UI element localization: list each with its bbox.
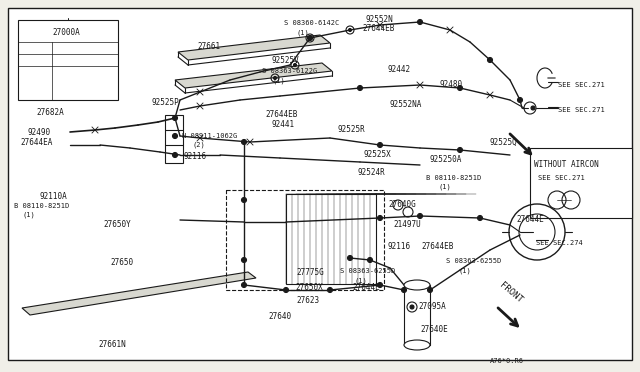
Text: 27661: 27661 [197, 42, 220, 51]
Text: (1): (1) [22, 212, 35, 218]
Text: S 08360-6142C: S 08360-6142C [284, 20, 339, 26]
Ellipse shape [404, 340, 430, 350]
Circle shape [488, 58, 493, 62]
Bar [530, 148, 632, 218]
Text: 27644E: 27644E [516, 215, 544, 224]
Text: WITHOUT AIRCON: WITHOUT AIRCON [534, 160, 599, 169]
Text: 92480: 92480 [440, 80, 463, 89]
Text: FRONT: FRONT [498, 281, 524, 305]
Text: B 08110-8251D: B 08110-8251D [426, 175, 481, 181]
Text: 21497U: 21497U [393, 220, 420, 229]
Text: 27644EB: 27644EB [362, 24, 394, 33]
Text: 92116: 92116 [183, 152, 206, 161]
Circle shape [518, 97, 522, 103]
Circle shape [173, 115, 177, 121]
Text: 92525V: 92525V [271, 56, 299, 65]
Text: S 08363-6255D: S 08363-6255D [340, 268, 396, 274]
Circle shape [531, 106, 535, 110]
Text: 27650X: 27650X [295, 283, 323, 292]
Bar [404, 285, 430, 345]
Text: 92442: 92442 [388, 65, 411, 74]
Circle shape [401, 288, 406, 292]
Text: 92525P: 92525P [152, 98, 180, 107]
Circle shape [273, 77, 276, 80]
Text: 27640G: 27640G [388, 200, 416, 209]
Text: SEE SEC.271: SEE SEC.271 [558, 107, 605, 113]
Circle shape [241, 198, 246, 202]
Text: SEE SEC.271: SEE SEC.271 [538, 175, 585, 181]
Text: (1): (1) [458, 267, 471, 273]
Text: 27640: 27640 [268, 312, 291, 321]
Text: 27640E: 27640E [420, 325, 448, 334]
Circle shape [417, 19, 422, 25]
Text: (1): (1) [438, 184, 451, 190]
Circle shape [241, 257, 246, 263]
Circle shape [307, 35, 312, 41]
Text: 92525Q: 92525Q [490, 138, 518, 147]
Circle shape [410, 305, 414, 309]
Text: (2): (2) [192, 142, 205, 148]
Text: 27682A: 27682A [36, 108, 64, 117]
Text: 27644EB: 27644EB [265, 110, 298, 119]
Circle shape [458, 148, 463, 153]
Circle shape [428, 288, 433, 292]
Text: (1): (1) [296, 29, 308, 35]
Bar [286, 194, 376, 284]
Text: S 08363-6255D: S 08363-6255D [446, 258, 501, 264]
Ellipse shape [404, 280, 430, 290]
Circle shape [241, 140, 246, 144]
Circle shape [173, 134, 177, 138]
Text: SEE SEC.271: SEE SEC.271 [558, 82, 605, 88]
Text: B 08110-8251D: B 08110-8251D [14, 203, 69, 209]
Circle shape [173, 153, 177, 157]
Text: 27623: 27623 [296, 296, 319, 305]
Circle shape [241, 282, 246, 288]
Text: SEE SEC.274: SEE SEC.274 [536, 240, 583, 246]
Circle shape [358, 86, 362, 90]
Text: 92552N: 92552N [365, 15, 393, 24]
Circle shape [378, 142, 383, 148]
Text: 925250A: 925250A [430, 155, 462, 164]
Text: 27644E: 27644E [352, 283, 380, 292]
Polygon shape [178, 35, 330, 60]
Text: N 08911-1062G: N 08911-1062G [182, 133, 237, 139]
Circle shape [284, 288, 289, 292]
Text: 92110A: 92110A [40, 192, 68, 201]
Text: 27000A: 27000A [52, 28, 80, 37]
Text: 27650Y: 27650Y [103, 220, 131, 229]
Bar [18, 20, 118, 100]
Text: 92525X: 92525X [363, 150, 391, 159]
Text: 27644EB: 27644EB [421, 242, 453, 251]
Circle shape [308, 36, 312, 39]
Text: 27661N: 27661N [98, 340, 125, 349]
Circle shape [378, 282, 383, 288]
Text: 92490: 92490 [28, 128, 51, 137]
Bar [226, 190, 384, 290]
Text: (1): (1) [273, 77, 285, 83]
Text: 27644EA: 27644EA [20, 138, 52, 147]
Bar [165, 115, 183, 163]
Circle shape [378, 215, 383, 221]
Circle shape [294, 64, 296, 67]
Circle shape [328, 288, 333, 292]
Text: 27095A: 27095A [418, 302, 445, 311]
Text: A76*0.R6: A76*0.R6 [490, 358, 524, 364]
Text: 27775G: 27775G [296, 268, 324, 277]
Circle shape [349, 29, 351, 32]
Text: 27650: 27650 [110, 258, 133, 267]
Text: 92552NA: 92552NA [389, 100, 421, 109]
Polygon shape [22, 272, 256, 315]
Text: 92441: 92441 [271, 120, 294, 129]
Text: 92116: 92116 [388, 242, 411, 251]
Circle shape [477, 215, 483, 221]
Text: 92524R: 92524R [358, 168, 386, 177]
Circle shape [417, 214, 422, 218]
Text: 92525R: 92525R [338, 125, 365, 134]
Circle shape [458, 86, 463, 90]
Circle shape [348, 256, 353, 260]
Circle shape [367, 257, 372, 263]
Text: (1): (1) [354, 278, 367, 285]
Polygon shape [175, 63, 332, 88]
Text: S 08363-6122G: S 08363-6122G [262, 68, 317, 74]
